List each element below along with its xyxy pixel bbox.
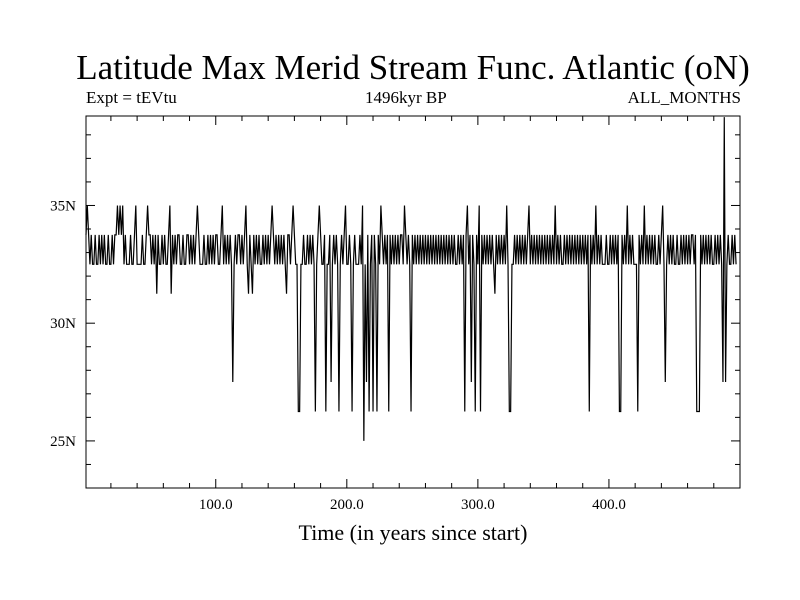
chart-title: Latitude Max Merid Stream Func. Atlantic…	[76, 48, 750, 87]
x-tick-label: 400.0	[592, 497, 626, 513]
x-axis-label: Time (in years since start)	[299, 520, 528, 545]
y-tick-label: 30N	[50, 316, 76, 332]
experiment-label: Expt = tEVtu	[86, 88, 177, 107]
x-tick-label: 200.0	[330, 497, 364, 513]
ticks-group	[86, 116, 740, 489]
y-tick-label: 25N	[50, 434, 76, 450]
plot-frame	[85, 115, 741, 489]
x-tick-label: 300.0	[461, 497, 495, 513]
months-label: ALL_MONTHS	[627, 88, 741, 107]
x-tick-label: 100.0	[199, 497, 233, 513]
y-tick-label: 35N	[50, 198, 76, 214]
series-line	[85, 117, 737, 441]
time-period-label: 1496kyr BP	[365, 88, 447, 107]
tick-labels-group: 100.0 200.0 300.0 400.0 25N 30N 35N	[50, 198, 626, 513]
